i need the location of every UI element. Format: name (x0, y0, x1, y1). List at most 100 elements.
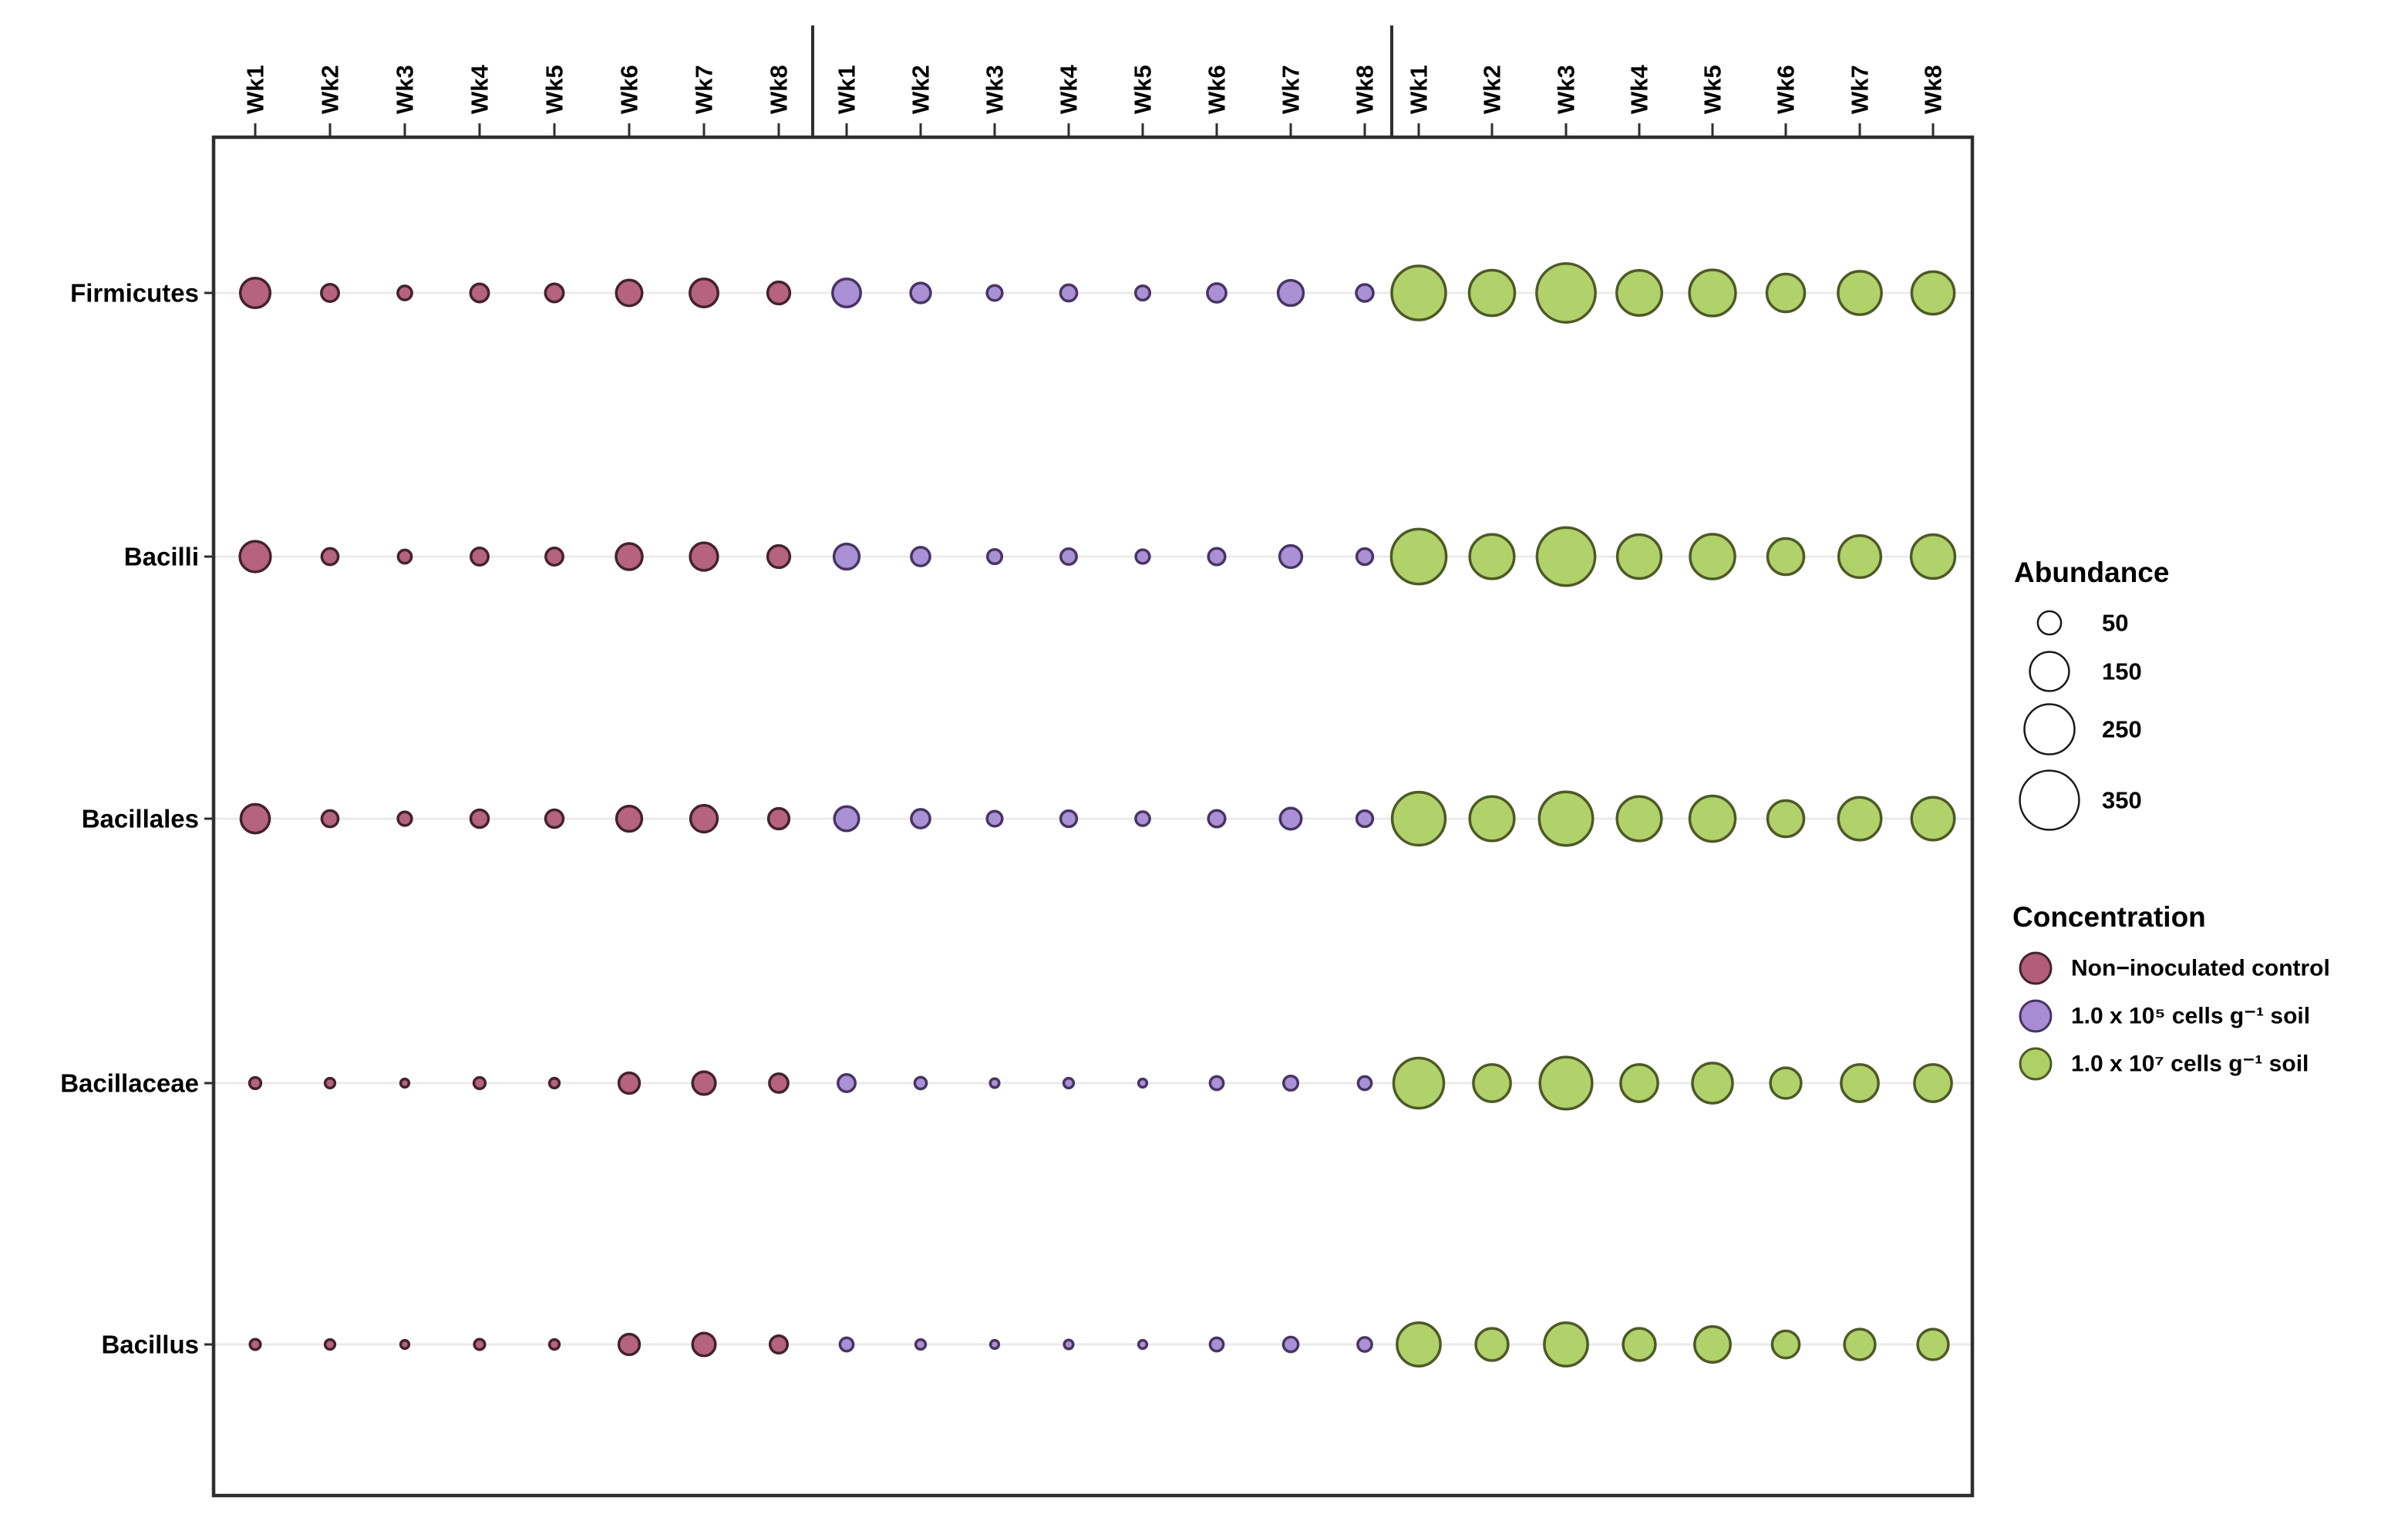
bubble (1688, 794, 1737, 843)
bubble (1535, 526, 1597, 587)
bubble (399, 1338, 411, 1351)
concentration-legend-swatch (2019, 999, 2053, 1033)
col-label-group3-wk5: Wk5 (1699, 65, 1726, 114)
bubble (1837, 796, 1883, 842)
bubble (689, 803, 719, 834)
bubble (1535, 262, 1597, 324)
bubble (1538, 1055, 1594, 1111)
concentration-legend-label: 1.0 x 10⁷ cells g⁻¹ soil (2071, 1052, 2309, 1077)
col-label-group3-wk6: Wk6 (1773, 65, 1800, 114)
bubble (1392, 1056, 1446, 1110)
bubble (469, 282, 490, 304)
bubble (766, 806, 791, 831)
col-label-group1-wk7: Wk7 (691, 65, 718, 114)
bubble (909, 281, 932, 305)
bubble (469, 808, 490, 829)
bubble (1689, 533, 1736, 580)
bubble (1355, 809, 1375, 829)
row-label-bacillaceae: Bacillaceae (60, 1069, 199, 1098)
concentration-legend-swatch (2019, 951, 2053, 985)
abundance-legend-value: 250 (2102, 716, 2142, 743)
bubble (1467, 268, 1517, 318)
bubble (1474, 1327, 1510, 1362)
col-label-group2-wk7: Wk7 (1278, 65, 1305, 114)
bubble (1208, 1336, 1225, 1353)
col-label-group2-wk3: Wk3 (982, 65, 1009, 114)
bubble (473, 1338, 487, 1351)
bubble (1843, 1327, 1877, 1361)
row-label-bacillus: Bacillus (101, 1331, 199, 1359)
bubble (1913, 1063, 1953, 1103)
bubble (399, 1077, 411, 1089)
bubble (910, 808, 931, 829)
bubble (320, 547, 340, 567)
bubble (1137, 1338, 1149, 1351)
bubble (1281, 1335, 1300, 1354)
bubble (689, 541, 719, 572)
gridlines-layer (215, 291, 1971, 1346)
col-label-group2-wk2: Wk2 (908, 65, 935, 114)
bubble (1207, 547, 1227, 567)
concentration-legend-label: Non−inoculated control (2071, 956, 2330, 981)
bubble (1137, 1077, 1149, 1089)
bubble (544, 808, 565, 829)
bubble (1396, 1321, 1442, 1368)
abundance-legend-value: 350 (2102, 787, 2142, 814)
col-label-group1-wk6: Wk6 (616, 65, 643, 114)
bubble (1537, 790, 1595, 847)
bubble (544, 547, 564, 567)
bubble (1693, 1325, 1732, 1364)
bubble (615, 278, 644, 308)
bubble (1390, 264, 1447, 321)
bubble (1134, 548, 1151, 565)
bubble (1207, 809, 1227, 829)
bubble (1355, 283, 1375, 303)
bubble (1468, 795, 1516, 843)
bubble (547, 1338, 561, 1351)
bubble (615, 804, 644, 833)
bubble (1472, 1063, 1512, 1103)
bubble (1208, 1075, 1225, 1092)
bubble (238, 540, 272, 574)
bubble (766, 280, 792, 306)
bubbles-layer (238, 262, 1957, 1368)
bubble (1688, 268, 1737, 318)
abundance-legend-circle (2019, 769, 2080, 831)
bubble (617, 1332, 642, 1357)
bubble (1837, 270, 1883, 316)
bubble (1766, 799, 1806, 839)
bubble (1134, 810, 1151, 827)
row-label-firmicutes: Firmicutes (70, 279, 199, 308)
bubble (320, 809, 340, 829)
bubble (1615, 269, 1663, 317)
bubble (831, 278, 862, 308)
col-label-group3-wk7: Wk7 (1847, 65, 1874, 114)
abundance-legend-circle (2029, 651, 2070, 692)
bubble (323, 1338, 337, 1351)
bubble (1691, 1062, 1734, 1105)
bubble (1769, 1066, 1803, 1100)
bubble (1840, 1063, 1880, 1103)
abundance-legend-value: 50 (2102, 610, 2128, 637)
bubble (239, 803, 271, 835)
bubble (1276, 278, 1305, 308)
concentration-legend-title: Concentration (2012, 901, 2206, 933)
bubble (1910, 270, 1956, 316)
bubble (766, 543, 792, 570)
bubble (838, 1336, 855, 1353)
plot-frame-layer (211, 25, 1975, 1498)
col-label-group2-wk1: Wk1 (834, 65, 860, 114)
concentration-legend-label: 1.0 x 10⁵ cells g⁻¹ soil (2071, 1004, 2310, 1029)
abundance-legend-circle (2036, 610, 2063, 636)
bubble (1916, 1327, 1950, 1361)
bubble (470, 547, 490, 567)
bubble (910, 546, 931, 567)
bubble (1543, 1321, 1589, 1368)
bubble (1619, 1063, 1659, 1103)
bubble (1133, 284, 1152, 302)
bubble (248, 1338, 262, 1351)
bubble (248, 1075, 263, 1091)
bubble (1909, 533, 1957, 580)
